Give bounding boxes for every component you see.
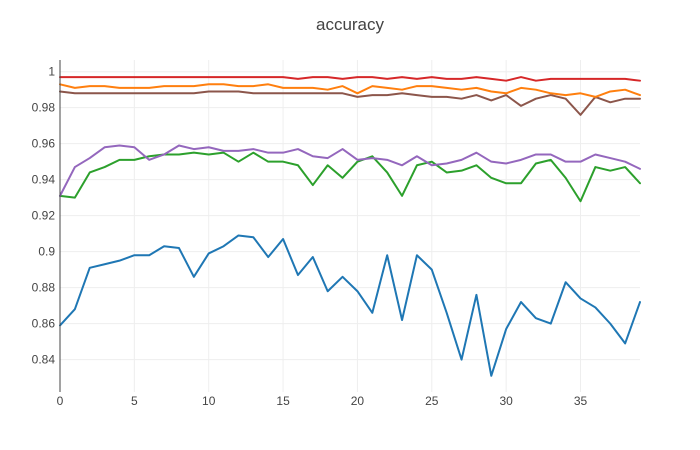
y-tick-label: 0.84	[32, 353, 56, 367]
x-tick-label: 25	[425, 394, 439, 408]
y-tick-label: 0.98	[32, 101, 56, 115]
x-tick-label: 10	[202, 394, 216, 408]
y-tick-label: 1	[48, 65, 55, 79]
series-line-2	[59, 144, 641, 197]
y-tick-label: 0.9	[38, 245, 55, 259]
x-tick-label: 35	[574, 394, 588, 408]
y-axis-ticks: 0.84 0.86 0.88 0.9 0.92 0.94 0.96 0.98 1	[32, 65, 56, 367]
y-tick-label: 0.86	[32, 317, 56, 331]
gridlines	[60, 60, 640, 392]
y-tick-label: 0.88	[32, 281, 56, 295]
x-axis-ticks: 0 5 10 15 20 25 30 35	[57, 394, 588, 408]
x-tick-label: 20	[351, 394, 365, 408]
y-tick-label: 0.96	[32, 137, 56, 151]
y-tick-label: 0.92	[32, 209, 56, 223]
series-lines	[59, 76, 641, 377]
series-line-1	[59, 151, 641, 203]
series-line-4	[59, 83, 641, 98]
x-tick-label: 30	[499, 394, 513, 408]
x-tick-label: 5	[131, 394, 138, 408]
y-tick-label: 0.94	[32, 173, 56, 187]
x-tick-label: 15	[276, 394, 290, 408]
series-line-5	[59, 76, 641, 82]
series-line-3	[59, 90, 641, 116]
chart-title: accuracy	[316, 15, 385, 34]
series-line-0	[59, 234, 641, 377]
x-tick-label: 0	[57, 394, 64, 408]
